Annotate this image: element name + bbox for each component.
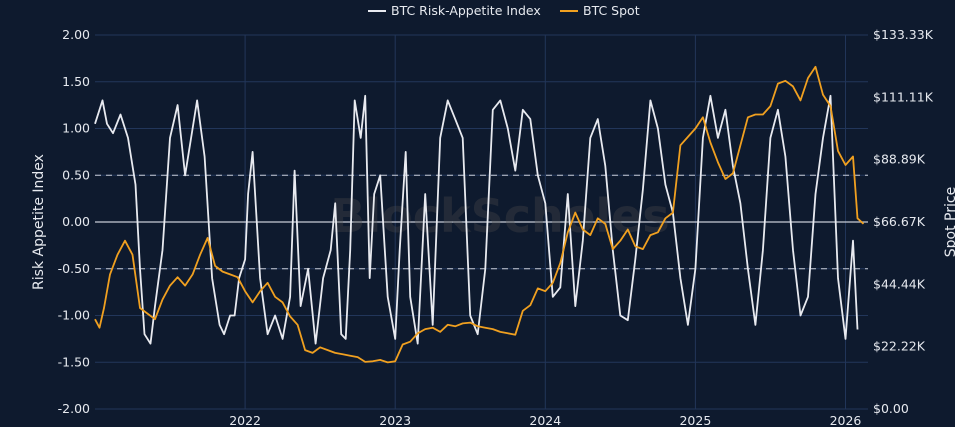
left-tick-label: -1.00	[58, 308, 90, 323]
right-tick-label: $111.11K	[873, 89, 934, 104]
x-tick-label: 2024	[529, 413, 561, 427]
right-tick-label: $44.44K	[873, 276, 926, 291]
right-tick-label: $0.00	[873, 401, 909, 416]
legend-label-btc-spot: BTC Spot	[583, 3, 640, 18]
reference-lines	[95, 174, 868, 270]
right-tick-label: $88.89K	[873, 152, 926, 167]
x-tick-label: 2025	[679, 413, 711, 427]
right-tick-label: $22.22K	[873, 339, 926, 354]
right-tick-label: $133.33K	[873, 27, 934, 42]
left-tick-label: 0.00	[62, 214, 90, 229]
risk-index-line	[94, 94, 859, 345]
left-tick-label: -0.50	[58, 261, 90, 276]
left-tick-label: -2.00	[58, 401, 90, 416]
btc-spot-line	[94, 65, 865, 364]
watermark: BlockScholes	[330, 189, 669, 243]
x-axis-ticks: 2022 2023 2024 2025 2026	[229, 413, 861, 427]
x-tick-label: 2023	[379, 413, 411, 427]
legend: BTC Risk-Appetite Index BTC Spot	[368, 3, 640, 18]
series-risk-index	[94, 94, 859, 345]
left-tick-label: 2.00	[62, 27, 90, 42]
left-tick-label: 0.50	[62, 167, 90, 182]
left-tick-label: 1.50	[62, 74, 90, 89]
right-axis-ticks: $133.33K $111.11K $88.89K $66.67K $44.44K $22…	[873, 27, 934, 416]
left-axis-label: Risk Appetite Index	[31, 154, 47, 290]
legend-label-risk-index: BTC Risk-Appetite Index	[391, 3, 541, 18]
right-axis-label: Spot Price	[943, 187, 955, 257]
left-tick-label: -1.50	[58, 354, 90, 369]
x-tick-label: 2022	[229, 413, 261, 427]
series-btc-spot	[94, 65, 865, 364]
right-tick-label: $66.67K	[873, 214, 926, 229]
x-tick-label: 2026	[830, 413, 862, 427]
left-axis-ticks: 2.00 1.50 1.00 0.50 0.00 -0.50 -1.00 -1.50 -2.00	[58, 27, 90, 416]
left-tick-label: 1.00	[62, 121, 90, 136]
